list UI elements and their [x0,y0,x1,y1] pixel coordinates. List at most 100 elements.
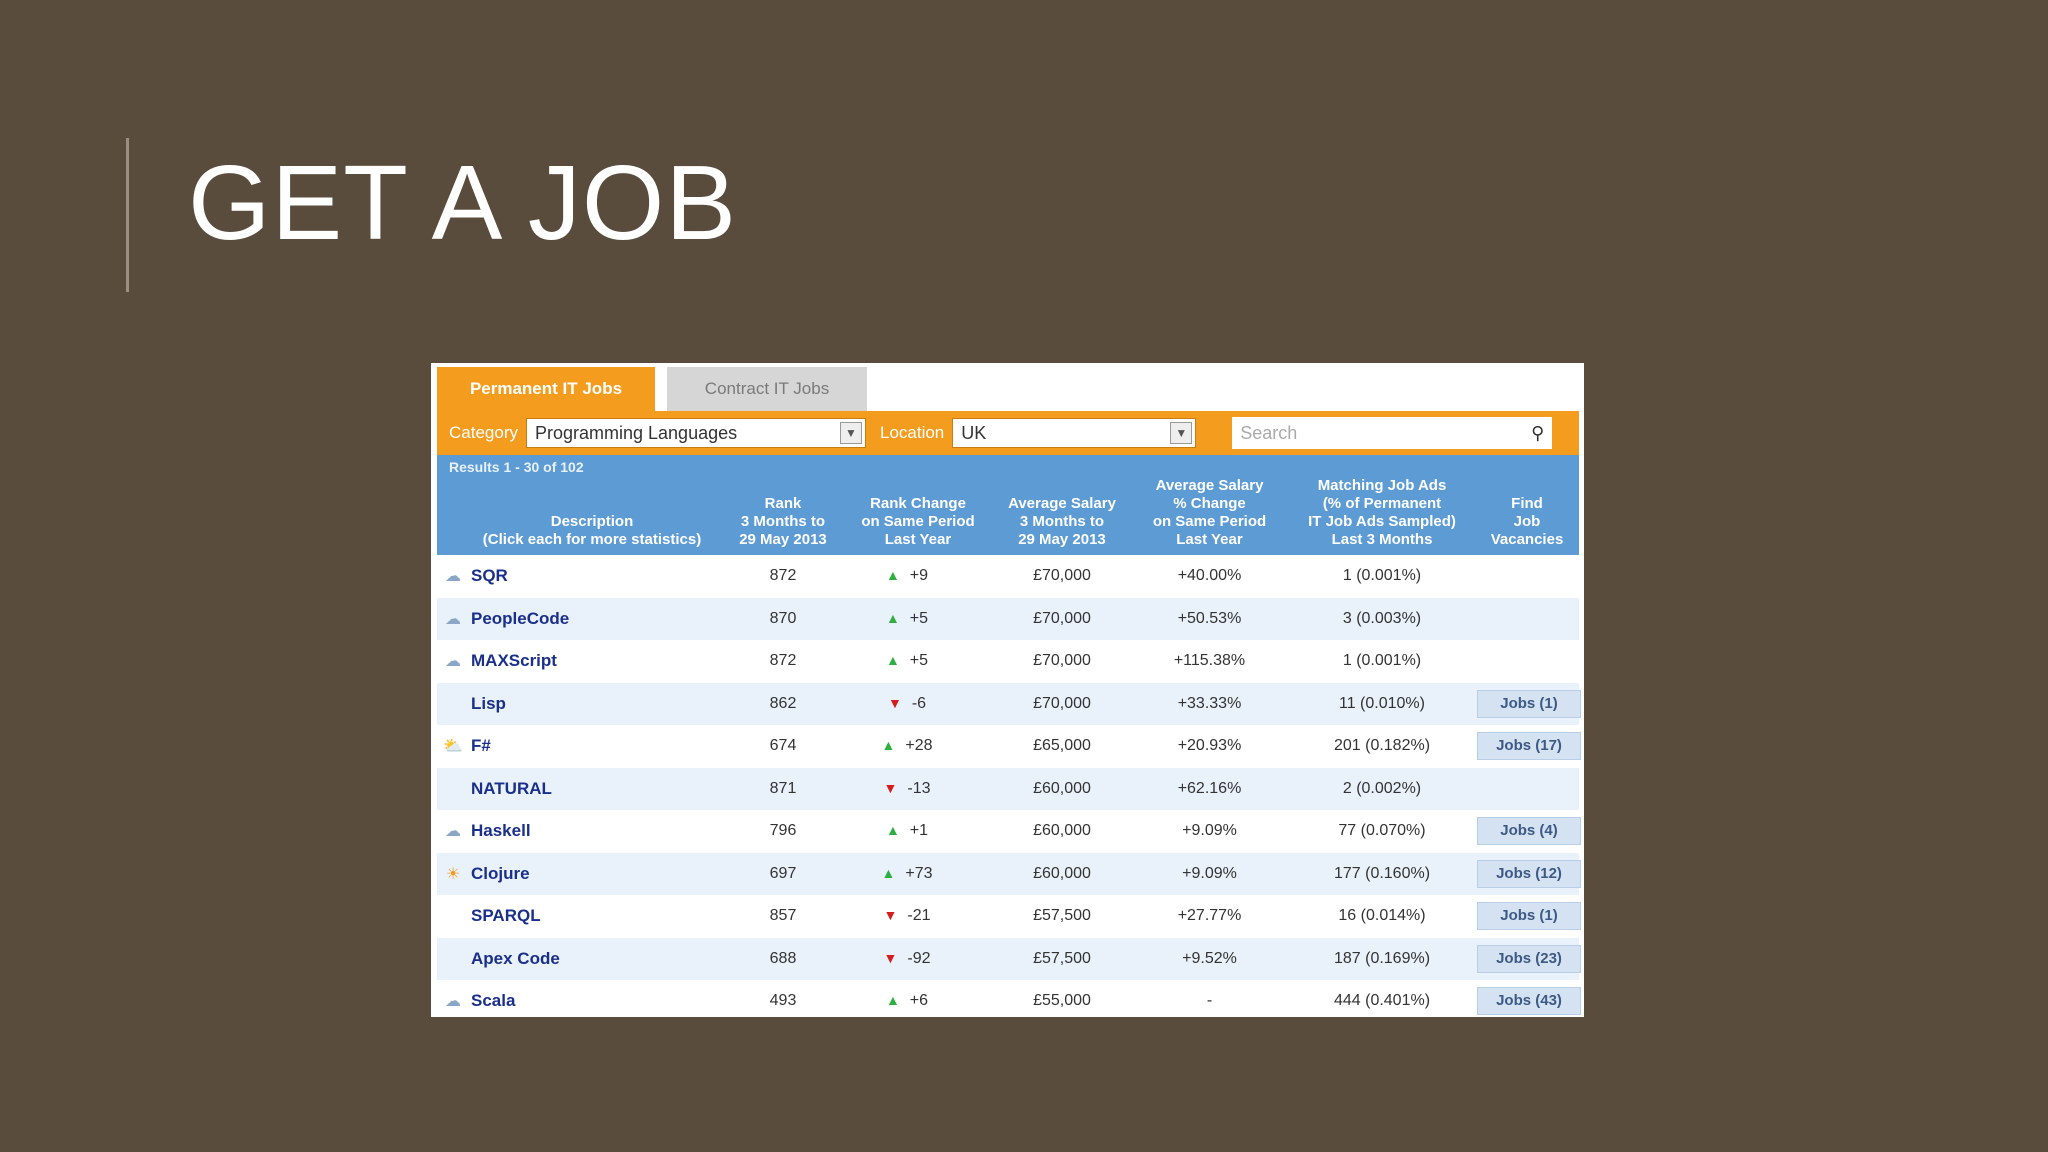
language-link[interactable]: SQR [471,566,508,586]
matching-ads-cell: 2 (0.002%) [1342,779,1422,797]
tab-contract-it-jobs[interactable]: Contract IT Jobs [667,367,867,411]
jobs-cell: Jobs (43) [1477,987,1581,1016]
cloud-icon: ☁ [445,568,461,586]
matching-ads-cell: 177 (0.160%) [1333,864,1431,882]
salary-cell: £57,500 [1033,907,1091,925]
arrow-down-icon: ▼ [883,949,898,966]
jobs-cell: Jobs (17) [1477,732,1581,761]
table-header: Results 1 - 30 of 102 Description (Click… [437,455,1579,555]
salary-cell: £70,000 [1033,694,1091,712]
location-select[interactable]: UK ▼ [952,418,1197,448]
salary-change-cell: - [1206,992,1213,1010]
sun-icon: ☀ [445,865,461,883]
rank-cell: 688 [769,949,797,967]
rank-change-value: -13 [907,779,931,797]
language-link[interactable]: F# [471,736,491,756]
location-label: Location [879,423,945,442]
search-placeholder: Search [1240,422,1298,443]
location-value: UK [961,422,987,443]
language-link[interactable]: Lisp [471,693,506,713]
rank-cell: 674 [769,737,797,755]
rank-cell: 872 [769,567,797,585]
matching-ads-cell: 11 (0.010%) [1339,694,1425,712]
rank-change-cell: ▼ -21 [857,907,957,925]
rank-change-value: +9 [909,567,929,585]
table-row: ☁ MAXScript 872 ▲ +5 £70,000 +115.38% 1 (0.001%… [437,640,1579,683]
rank-change-value: +5 [909,652,929,670]
language-link[interactable]: PeopleCode [471,608,570,628]
chevron-down-icon[interactable]: ▼ [839,422,862,444]
salary-change-cell: +33.33% [1177,694,1242,712]
header-matching-job-ads: Matching Job Ads (% of Permanent IT Job … [1308,477,1456,548]
table-row: ☀ Clojure 697 ▲ +73 £60,000 +9.09% 177 (0.160%)… [437,852,1581,895]
table-row: ☁ PeopleCode 870 ▲ +5 £70,000 +50.53% 3 (0.003%… [437,597,1579,640]
matching-ads-cell: 3 (0.003%) [1342,609,1422,627]
jobs-cell: Jobs (12) [1477,859,1581,888]
chevron-down-icon[interactable]: ▼ [1170,422,1193,444]
category-select[interactable]: Programming Languages ▼ [525,418,866,448]
language-link[interactable]: Clojure [471,863,530,883]
header-description: Description (Click each for more statist… [482,513,702,548]
jobs-button[interactable]: Jobs (23) [1477,944,1581,973]
language-link[interactable]: NATURAL [471,778,552,798]
language-link[interactable]: SPARQL [471,906,541,926]
language-link[interactable]: Scala [471,991,516,1011]
jobs-button[interactable]: Jobs (1) [1477,689,1581,718]
language-link[interactable]: MAXScript [471,651,557,671]
table-row: ☁ Haskell 796 ▲ +1 £60,000 +9.09% 77 (0.070%) Jo… [437,810,1581,853]
jobs-cell: Jobs (1) [1477,902,1581,931]
jobs-button[interactable]: Jobs (17) [1477,732,1581,761]
salary-change-cell: +20.93% [1177,737,1242,755]
sun-cloud-icon: ⛅ [443,738,463,756]
arrow-up-icon: ▲ [885,822,900,839]
language-link[interactable]: Apex Code [471,948,560,968]
salary-cell: £55,000 [1033,992,1091,1010]
matching-ads-cell: 1 (0.001%) [1342,652,1422,670]
header-rank-change: Rank Change on Same Period Last Year [861,495,975,548]
rank-change-value: +5 [909,609,929,627]
jobs-button[interactable]: Jobs (43) [1477,987,1581,1016]
table-row: Apex Code 688 ▼ -92 £57,500 +9.52% 187 (0.169%… [437,937,1581,980]
matching-ads-cell: 187 (0.169%) [1333,949,1431,967]
rank-cell: 493 [769,992,797,1010]
jobs-button[interactable]: Jobs (4) [1477,817,1581,846]
search-input[interactable]: Search ⚲ [1232,417,1553,449]
search-icon[interactable]: ⚲ [1531,422,1545,443]
rank-change-cell: ▼ -13 [857,780,957,798]
rank-change-cell: ▲ +28 [857,737,957,755]
slide-accent-bar [126,138,129,292]
jobs-cell: Jobs (1) [1477,689,1581,718]
language-link[interactable]: Haskell [471,821,531,841]
rank-change-value: -92 [907,949,931,967]
matching-ads-cell: 1 (0.001%) [1342,567,1422,585]
category-label: Category [449,423,518,442]
salary-change-cell: +9.09% [1182,822,1237,840]
arrow-down-icon: ▼ [883,779,898,796]
salary-cell: £70,000 [1033,567,1091,585]
arrow-up-icon: ▲ [885,567,900,584]
cloud-icon: ☁ [445,823,461,841]
rank-cell: 872 [769,652,797,670]
header-rank: Rank 3 Months to 29 May 2013 [739,495,827,548]
category-value: Programming Languages [534,422,738,443]
table-row: ☁ Scala 493 ▲ +6 £55,000 - 444 (0.401%) Jobs (43… [437,980,1581,1017]
rank-change-value: +28 [905,737,933,755]
jobs-button[interactable]: Jobs (1) [1477,902,1581,931]
header-salary-change: Average Salary % Change on Same Period L… [1152,477,1267,548]
table-row: Lisp 862 ▼ -6 £70,000 +33.33% 11 (0.010%) Jobs … [437,682,1581,725]
tab-permanent-it-jobs[interactable]: Permanent IT Jobs [437,367,655,411]
table-row: ☁ SQR 872 ▲ +9 £70,000 +40.00% 1 (0.001%) [437,555,1579,598]
arrow-up-icon: ▲ [881,864,896,881]
table-row: SPARQL 857 ▼ -21 £57,500 +27.77% 16 (0.014%) Jo… [437,895,1581,938]
rank-change-value: -21 [907,907,931,925]
salary-cell: £70,000 [1033,609,1091,627]
salary-change-cell: +50.53% [1177,609,1242,627]
arrow-up-icon: ▲ [885,652,900,669]
jobs-button[interactable]: Jobs (12) [1477,859,1581,888]
rank-cell: 870 [769,609,797,627]
matching-ads-cell: 77 (0.070%) [1338,822,1426,840]
cloud-icon: ☁ [445,653,461,671]
tab-bar: Permanent IT Jobs Contract IT Jobs [437,367,867,411]
rank-change-cell: ▲ +5 [857,652,957,670]
rank-cell: 796 [769,822,797,840]
